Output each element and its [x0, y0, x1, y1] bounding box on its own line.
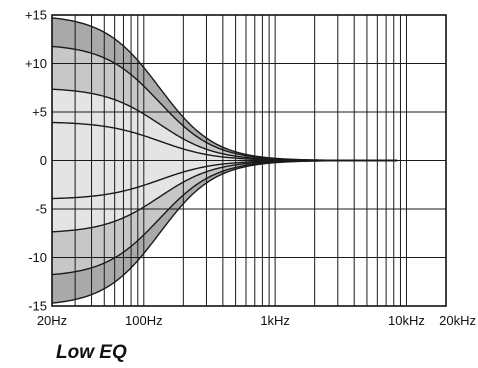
low-eq-chart: +15 +10 +5 0 -5 -10 -15 20Hz 100Hz 1kHz 10kHz 20kH… — [25, 8, 476, 329]
eq-curves — [51, 17, 398, 304]
y-tick-label: +15 — [25, 8, 47, 23]
eq-curve — [51, 159, 398, 304]
y-tick-label: +10 — [25, 56, 47, 71]
y-tick-label: -15 — [28, 299, 47, 314]
y-tick-label: +5 — [32, 105, 47, 120]
y-tick-label: 0 — [40, 153, 47, 168]
y-tick-label: -10 — [28, 250, 47, 265]
y-tick-label: -5 — [35, 202, 47, 217]
x-tick-label: 20Hz — [37, 313, 67, 328]
y-tick-labels: +15 +10 +5 0 -5 -10 -15 — [25, 8, 47, 314]
x-tick-label: 100Hz — [125, 313, 163, 328]
x-tick-label: 10kHz — [388, 313, 425, 328]
x-tick-label: 1kHz — [260, 313, 290, 328]
plot-frame — [51, 14, 447, 307]
chart-title: Low EQ — [56, 342, 127, 363]
x-tick-label: 20kHz — [439, 313, 476, 328]
x-tick-labels: 20Hz 100Hz 1kHz 10kHz 20kHz — [37, 313, 476, 328]
